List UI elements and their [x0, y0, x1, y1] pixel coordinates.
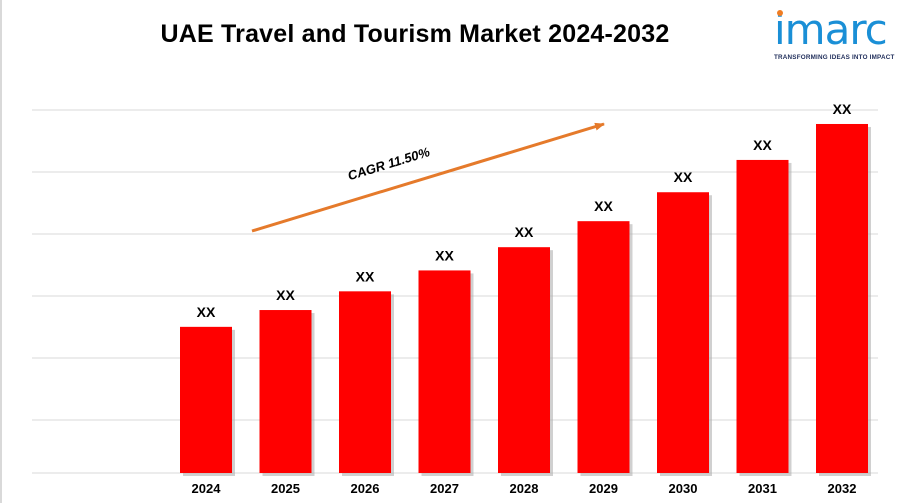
x-tick-labels: 2024 2025 2026 2027 2028 2029 2030 2031 2032: [192, 481, 857, 496]
logo-tagline: TRANSFORMING IDEAS INTO IMPACT: [774, 54, 895, 61]
cagr-arrow: [251, 122, 605, 233]
bar-2029: [577, 221, 630, 473]
data-label-2027: XX: [435, 247, 454, 263]
x-tick-2025: 2025: [271, 481, 300, 496]
data-label-2030: XX: [674, 169, 693, 185]
cagr-label: CAGR 11.50%: [346, 144, 432, 183]
x-tick-2026: 2026: [351, 481, 380, 496]
x-tick-2029: 2029: [589, 481, 618, 496]
bar-2026: [339, 291, 391, 473]
data-label-2031: XX: [753, 137, 772, 153]
data-label-2024: XX: [197, 304, 216, 320]
data-label-2032: XX: [833, 101, 852, 117]
x-tick-2027: 2027: [430, 481, 459, 496]
data-label-2028: XX: [515, 224, 534, 240]
x-tick-2030: 2030: [669, 481, 698, 496]
bar-2032: [816, 123, 868, 473]
left-border: [0, 0, 2, 503]
data-label-2029: XX: [594, 198, 613, 214]
x-tick-2028: 2028: [510, 481, 539, 496]
bar-2030: [657, 192, 709, 473]
bar-2031: [736, 159, 789, 473]
logo-wordmark: imarc: [774, 5, 888, 54]
bar-2025: [259, 310, 312, 473]
bar-2028: [498, 247, 550, 473]
bars: [180, 123, 871, 476]
x-tick-2032: 2032: [828, 481, 857, 496]
data-label-2026: XX: [356, 268, 375, 284]
logo-dot-icon: [777, 10, 783, 16]
x-tick-2031: 2031: [748, 481, 777, 496]
imarc-logo: imarc TRANSFORMING IDEAS INTO IMPACT: [770, 6, 904, 64]
data-labels: XX XX XX XX XX XX XX XX XX: [197, 101, 852, 320]
bar-2024: [180, 326, 232, 473]
chart-title: UAE Travel and Tourism Market 2024-2032: [160, 20, 670, 48]
x-tick-2024: 2024: [192, 481, 222, 496]
bar-2027: [418, 270, 471, 473]
data-label-2025: XX: [276, 287, 295, 303]
